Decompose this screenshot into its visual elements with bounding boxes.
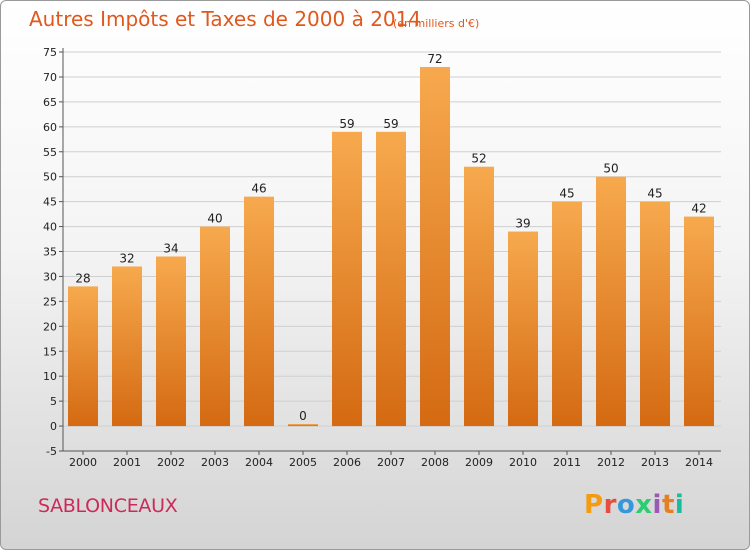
- x-tick-label: 2003: [201, 456, 229, 469]
- x-tick-label: 2001: [113, 456, 141, 469]
- y-tick-label: 0: [50, 420, 57, 433]
- x-tick-label: 2007: [377, 456, 405, 469]
- bar: [200, 226, 230, 427]
- y-tick-label: 45: [43, 196, 57, 209]
- data-label: 42: [691, 202, 706, 216]
- y-tick-label: 5: [50, 395, 57, 408]
- data-label: 45: [647, 187, 662, 201]
- bar: [552, 201, 582, 427]
- x-tick-label: 2005: [289, 456, 317, 469]
- data-label: 32: [119, 251, 134, 265]
- brand-letter: i: [652, 490, 662, 520]
- y-tick-label: -5: [46, 445, 57, 458]
- bar: [420, 66, 450, 427]
- data-label: 72: [427, 52, 442, 66]
- x-tick-label: 2012: [597, 456, 625, 469]
- bar: [508, 231, 538, 427]
- x-tick-label: 2002: [157, 456, 185, 469]
- data-label: 40: [207, 212, 222, 226]
- y-tick-label: 65: [43, 96, 57, 109]
- y-tick-label: 25: [43, 295, 57, 308]
- bar: [244, 196, 274, 427]
- brand-letter: r: [603, 490, 617, 520]
- place-name: SABLONCEAUX: [38, 495, 178, 517]
- x-tick-label: 2000: [69, 456, 97, 469]
- chart-title: Autres Impôts et Taxes de 2000 à 2014: [29, 7, 422, 31]
- brand-letter: x: [635, 490, 653, 520]
- brand-letter: t: [661, 490, 675, 520]
- bar: [332, 131, 362, 427]
- bar: [112, 266, 142, 427]
- y-tick-label: 15: [43, 345, 57, 358]
- y-tick-label: 75: [43, 46, 57, 59]
- brand-letter: i: [674, 490, 685, 520]
- x-tick-label: 2014: [685, 456, 713, 469]
- bar: [464, 166, 494, 427]
- data-label: 52: [471, 152, 486, 166]
- data-label: 45: [559, 187, 574, 201]
- data-label: 39: [515, 217, 530, 231]
- chart-subtitle: (en milliers d'€): [393, 17, 480, 30]
- x-tick-label: 2010: [509, 456, 537, 469]
- y-tick-label: 35: [43, 246, 57, 259]
- data-label: 34: [163, 241, 178, 255]
- x-tick-label: 2009: [465, 456, 493, 469]
- bar: [288, 424, 318, 427]
- bar: [684, 216, 714, 427]
- y-tick-label: 55: [43, 146, 57, 159]
- y-tick-label: 20: [43, 320, 57, 333]
- y-tick-label: 60: [43, 121, 57, 134]
- x-tick-label: 2006: [333, 456, 361, 469]
- x-tick-label: 2008: [421, 456, 449, 469]
- y-tick-label: 10: [43, 370, 57, 383]
- x-tick-label: 2013: [641, 456, 669, 469]
- brand-letter: P: [584, 490, 604, 520]
- proxiti-logo[interactable]: Proxiti: [584, 490, 684, 520]
- x-tick-label: 2004: [245, 456, 273, 469]
- data-label: 50: [603, 162, 618, 176]
- data-label: 59: [383, 117, 398, 131]
- y-tick-label: 70: [43, 71, 57, 84]
- y-tick-label: 40: [43, 221, 57, 234]
- y-tick-label: 50: [43, 171, 57, 184]
- data-label: 46: [251, 182, 266, 196]
- bar: [596, 176, 626, 427]
- bar: [156, 256, 186, 427]
- data-label: 28: [75, 271, 90, 285]
- bar: [376, 131, 406, 427]
- data-label: 0: [299, 409, 307, 423]
- bar: [68, 286, 98, 427]
- brand-letter: o: [616, 490, 636, 520]
- x-tick-label: 2011: [553, 456, 581, 469]
- y-tick-label: 30: [43, 270, 57, 283]
- bar: [640, 201, 670, 427]
- data-label: 59: [339, 117, 354, 131]
